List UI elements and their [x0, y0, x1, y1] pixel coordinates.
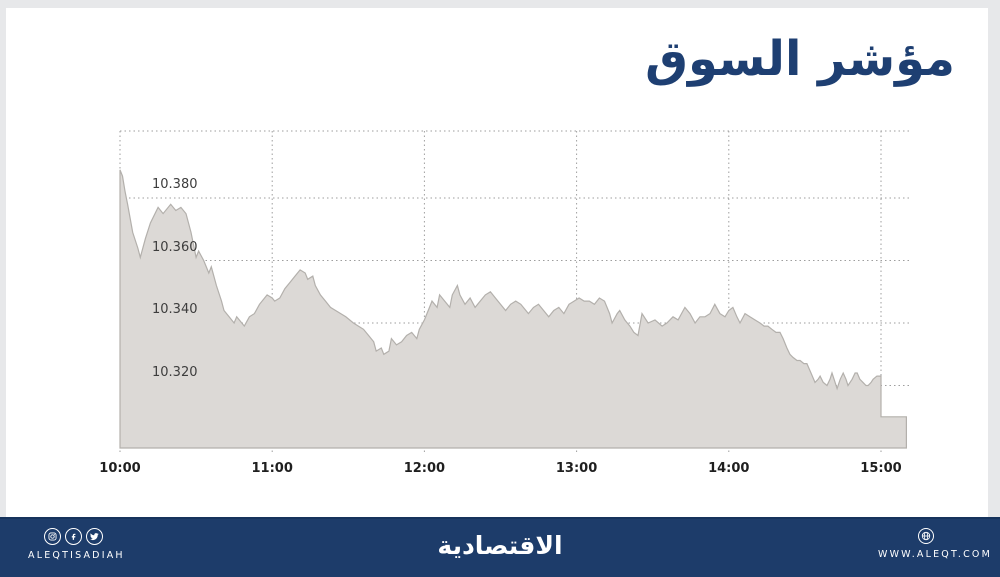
- twitter-icon[interactable]: [85, 528, 103, 545]
- website-url[interactable]: WWW.ALEQT.COM: [878, 549, 992, 560]
- website-group: WWW.ALEQT.COM: [878, 528, 992, 560]
- x-axis-tick-label: 11:00: [251, 461, 293, 476]
- brand-logo: الاقتصادية: [437, 531, 563, 560]
- x-axis-tick-label: 14:00: [708, 461, 750, 476]
- globe-icon: [918, 528, 934, 544]
- social-icon-row: [28, 528, 118, 545]
- social-handle-label: ALEQTISADIAH: [28, 550, 125, 561]
- facebook-icon[interactable]: [64, 528, 82, 545]
- x-axis-tick-label: 15:00: [860, 461, 902, 476]
- y-axis-tick-label: 10.360: [152, 239, 198, 255]
- x-axis-tick-label: 10:00: [99, 461, 141, 476]
- footer-bar: ALEQTISADIAH الاقتصادية WWW.ALEQT.COM: [0, 517, 1000, 577]
- x-axis-tick-label: 12:00: [403, 461, 446, 476]
- y-axis-tick-label: 10.320: [152, 364, 198, 380]
- page-title: مؤشر السوق: [645, 31, 955, 87]
- instagram-icon[interactable]: [43, 528, 61, 545]
- social-links-group: ALEQTISADIAH: [28, 528, 125, 561]
- x-axis-tick-label: 13:00: [555, 461, 598, 476]
- y-axis-tick-label: 10.340: [152, 302, 198, 317]
- y-axis-tick-label: 10.380: [152, 177, 198, 192]
